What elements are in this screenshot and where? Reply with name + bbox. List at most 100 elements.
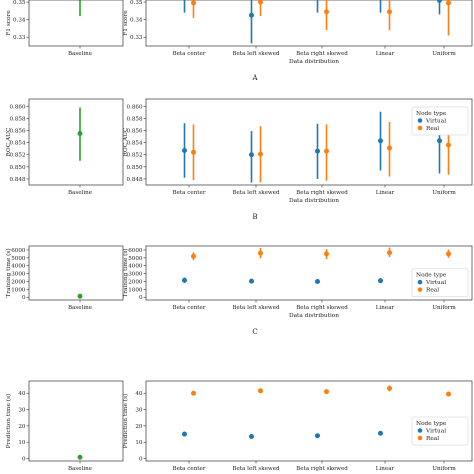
y-tick-label: 0.854	[126, 141, 142, 147]
y-tick-label: 5000	[11, 256, 26, 262]
y-tick-label: 0	[139, 295, 143, 301]
legend-marker	[417, 428, 423, 433]
y-tick-label: 0.848	[126, 177, 142, 183]
x-axis-label: Data distribution	[289, 59, 339, 65]
y-tick-label: 6000	[128, 248, 143, 254]
x-tick-label-baseline: Baseline	[68, 305, 93, 311]
series-real-point	[324, 9, 329, 15]
y-axis-label: Prediction time (s)	[122, 394, 129, 449]
series-virtual-point	[249, 434, 254, 440]
series-real-point	[191, 0, 196, 6]
y-axis-label: ROC AUC	[6, 127, 12, 156]
x-tick-label: Beta right skewed	[296, 51, 348, 57]
y-tick-label: 0.33	[13, 35, 26, 41]
series-virtual-point	[182, 147, 187, 153]
series-real-point	[387, 385, 392, 391]
panel-letter: C	[252, 328, 257, 336]
legend-title: Node type	[416, 421, 447, 427]
plot-frame	[145, 0, 473, 47]
legend-marker	[417, 118, 423, 123]
series-virtual-point	[315, 433, 320, 439]
plot-frame	[28, 245, 124, 301]
series-virtual-point	[437, 138, 442, 144]
legend-marker	[417, 435, 423, 441]
series-virtual-point	[315, 148, 320, 154]
y-tick-label: 30	[18, 408, 26, 414]
y-tick-label: 0.856	[126, 128, 142, 134]
y-axis-label: ROC AUC	[123, 127, 129, 156]
y-axis-label: Prediction time (s)	[5, 394, 12, 449]
x-tick-label: Uniform	[432, 466, 456, 472]
legend-marker	[417, 287, 423, 292]
y-tick-label: 0.33	[130, 35, 143, 41]
panel-letter: A	[251, 74, 258, 82]
series-real-point	[446, 0, 451, 6]
series-virtual-point	[182, 431, 187, 437]
y-tick-label: 0.860	[126, 104, 142, 110]
series-real-point	[191, 253, 196, 259]
x-tick-label: Beta left skewed	[232, 466, 280, 472]
series-real-point	[324, 251, 329, 257]
baseline-point	[77, 454, 83, 460]
x-tick-label: Beta right skewed	[296, 190, 348, 196]
panel-letter: B	[252, 213, 257, 221]
plot-frame	[145, 245, 473, 301]
plot-frame	[145, 380, 473, 462]
legend-entry: Real	[426, 288, 439, 294]
y-tick-label: 0	[22, 457, 26, 463]
legend-title: Node type	[416, 273, 447, 279]
series-real-point	[387, 145, 392, 151]
plot-frame	[28, 0, 124, 47]
y-tick-label: 0.854	[9, 141, 25, 147]
series-virtual-point	[249, 152, 254, 158]
y-tick-label: 0.852	[9, 153, 25, 159]
y-tick-label: 20	[18, 424, 26, 430]
y-tick-label: 10	[18, 440, 26, 446]
y-tick-label: 2000	[11, 279, 26, 285]
series-virtual-point	[315, 278, 320, 284]
legend-box	[411, 106, 469, 136]
series-real-point	[191, 390, 196, 396]
x-tick-label: Beta center	[172, 466, 205, 472]
series-real-point	[258, 151, 263, 157]
y-tick-label: 4000	[128, 264, 143, 270]
series-virtual-point	[249, 278, 254, 284]
legend-entry: Virtual	[425, 429, 446, 435]
y-tick-label: 0.34	[13, 18, 26, 24]
y-tick-label: 0.858	[126, 116, 142, 122]
y-tick-label: 0.35	[13, 0, 26, 6]
series-virtual-point	[182, 277, 187, 283]
series-virtual-point	[249, 12, 254, 18]
series-real-point	[258, 388, 263, 394]
y-tick-label: 0	[22, 295, 26, 301]
y-tick-label: 30	[135, 408, 143, 414]
x-tick-label: Uniform	[432, 51, 456, 57]
legend-marker	[417, 125, 423, 131]
y-tick-label: 0.848	[9, 177, 25, 183]
y-tick-label: 0.34	[130, 18, 143, 24]
series-real-point	[258, 250, 263, 256]
x-tick-label-baseline: Baseline	[68, 51, 93, 57]
plot-frame	[145, 98, 473, 186]
x-tick-label: Linear	[376, 305, 395, 311]
legend-title: Node type	[416, 111, 447, 117]
x-tick-label: Uniform	[432, 305, 456, 311]
x-tick-label: Linear	[376, 466, 395, 472]
y-tick-label: 0.35	[130, 0, 143, 6]
legend-box	[411, 416, 469, 446]
x-axis-label: Data distribution	[289, 313, 339, 319]
series-virtual-point	[437, 0, 442, 3]
x-tick-label: Beta center	[172, 51, 205, 57]
y-tick-label: 0.860	[9, 104, 25, 110]
y-axis-label: Training time (s)	[122, 248, 129, 297]
y-axis-label: F1 score	[123, 10, 129, 36]
y-tick-label: 5000	[128, 256, 143, 262]
y-tick-label: 1000	[128, 287, 143, 293]
series-real-point	[446, 251, 451, 257]
y-tick-label: 1000	[11, 287, 26, 293]
x-tick-label: Linear	[376, 51, 395, 57]
